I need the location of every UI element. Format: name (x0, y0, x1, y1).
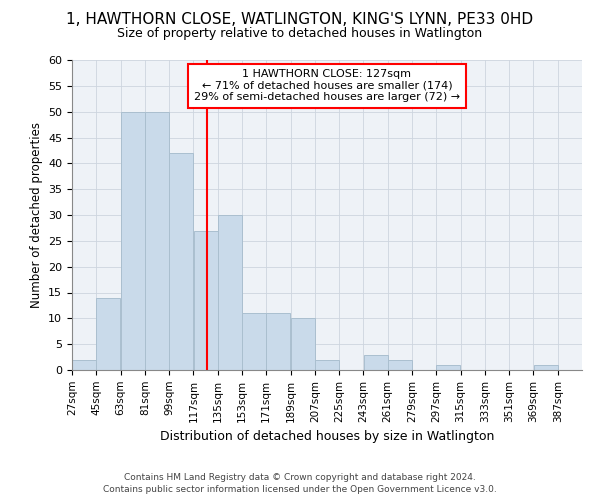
Bar (97, 298, 121, 370)
Bar (218, 215, 242, 370)
Bar (72, 360, 96, 370)
Bar (436, 365, 460, 370)
X-axis label: Distribution of detached houses by size in Watlington: Distribution of detached houses by size … (160, 430, 494, 443)
Bar (242, 313, 266, 370)
Bar (315, 360, 339, 370)
Bar (169, 153, 193, 370)
Bar (291, 318, 314, 370)
Bar (145, 112, 169, 370)
Text: Size of property relative to detached houses in Watlington: Size of property relative to detached ho… (118, 28, 482, 40)
Bar (266, 313, 290, 370)
Bar (194, 230, 218, 370)
Y-axis label: Number of detached properties: Number of detached properties (29, 122, 43, 308)
Text: 1, HAWTHORN CLOSE, WATLINGTON, KING'S LYNN, PE33 0HD: 1, HAWTHORN CLOSE, WATLINGTON, KING'S LY… (67, 12, 533, 28)
Text: 1 HAWTHORN CLOSE: 127sqm
← 71% of detached houses are smaller (174)
29% of semi-: 1 HAWTHORN CLOSE: 127sqm ← 71% of detach… (194, 70, 460, 102)
Bar (388, 360, 412, 370)
Bar (121, 112, 145, 370)
Bar (364, 354, 388, 370)
Text: Contains HM Land Registry data © Crown copyright and database right 2024.
Contai: Contains HM Land Registry data © Crown c… (103, 472, 497, 494)
Bar (533, 365, 557, 370)
